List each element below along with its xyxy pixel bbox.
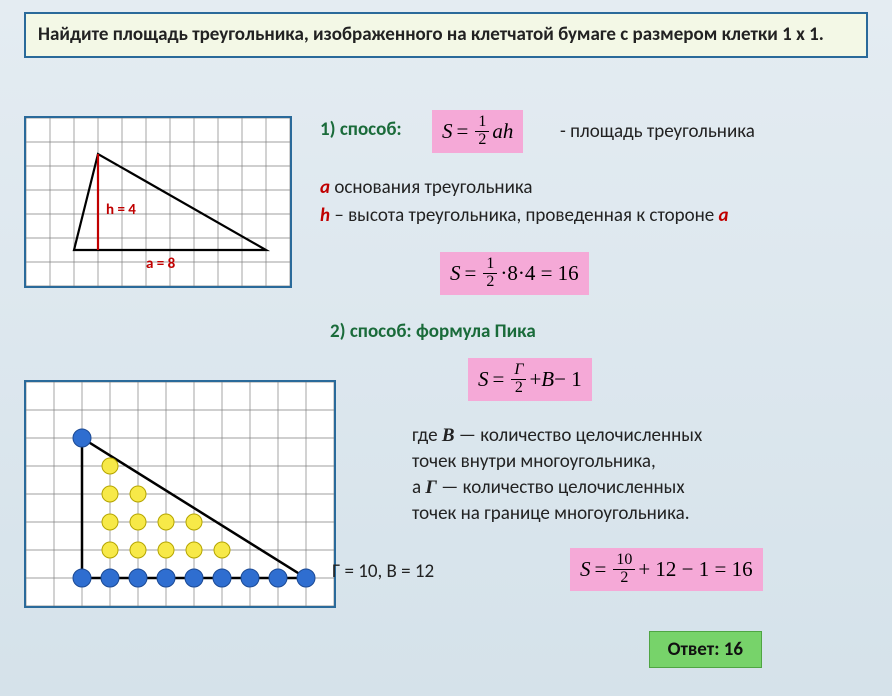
method2-where-G2: точек на границе многоугольника. [412, 502, 690, 525]
method2-calc: S = 10 2 + 12 − 1 = 16 [570, 548, 763, 591]
sym-eq: = [457, 119, 469, 144]
method1-formula: S = 1 2 ah [432, 110, 523, 153]
method2-where-B1: где В — количество целочисленных [412, 424, 702, 447]
sym-half: 1 2 [475, 114, 489, 149]
svg-text:h = 4: h = 4 [106, 201, 136, 219]
task-text: Найдите площадь треугольника, изображенн… [38, 22, 854, 48]
method2-formula: S = Г 2 + В − 1 [468, 358, 592, 401]
method1-calc: S = 1 2 ·8·4 = 16 [440, 252, 589, 295]
method1-line-a: а а основания треугольникаоснования треу… [320, 176, 532, 199]
method2-where-B2: точек внутри многоугольника, [412, 450, 656, 473]
svg-text:a = 8: a = 8 [146, 255, 176, 273]
method1-desc: - площадь треугольника [560, 120, 755, 143]
method2-where-G1: а Г — количество целочисленных [412, 476, 685, 499]
method1-line-h: h – высота треугольника, проведенная к с… [320, 204, 729, 227]
task-box: Найдите площадь треугольника, изображенн… [24, 12, 868, 58]
diagram1-svg: h = 4 a = 8 [26, 118, 290, 286]
method2-values: Г = 10, В = 12 [332, 560, 434, 583]
diagram-method1: h = 4 a = 8 [24, 116, 292, 288]
sym-ah: ah [492, 119, 513, 144]
diagram2-svg [26, 382, 334, 606]
sym-S: S [442, 119, 453, 144]
answer-box: Ответ: 16 [649, 631, 762, 668]
diagram-method2 [24, 380, 336, 608]
method2-label: 2) способ: формула Пика [330, 320, 536, 343]
method1-label: 1) способ: [320, 118, 402, 141]
